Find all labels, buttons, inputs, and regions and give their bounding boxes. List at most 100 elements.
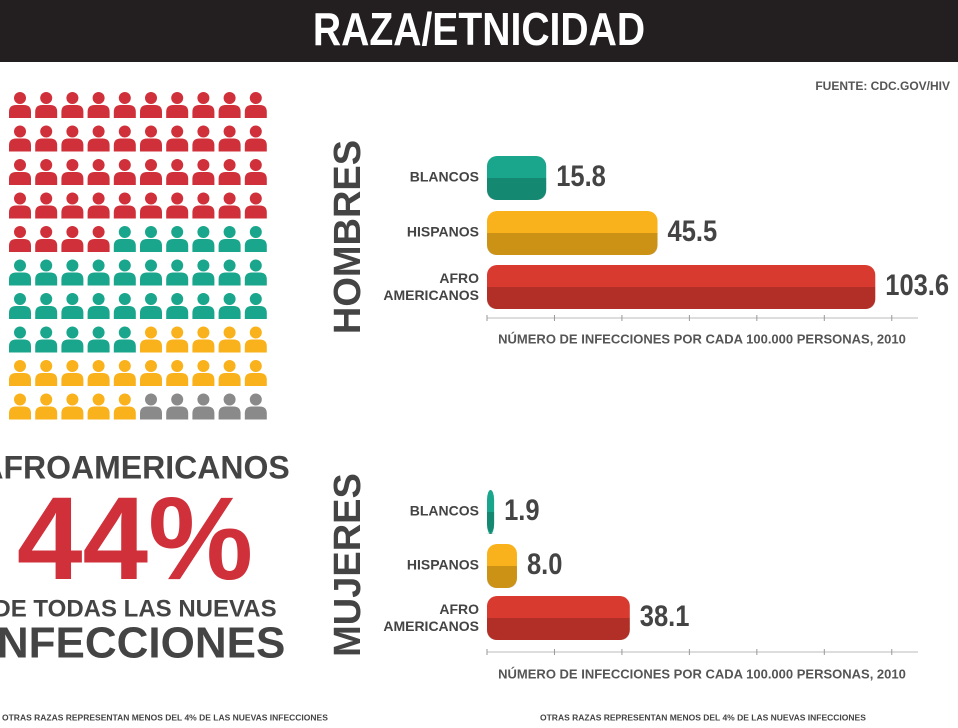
icon-body xyxy=(192,306,215,319)
icon-body xyxy=(9,306,31,319)
icon-head xyxy=(145,125,157,138)
person-icon xyxy=(140,259,162,286)
person-icon xyxy=(166,293,189,319)
icon-head xyxy=(249,293,262,305)
value-label: 1.9 xyxy=(504,493,539,526)
category-label: BLANCOS xyxy=(410,503,479,519)
icon-head xyxy=(14,293,26,305)
icon-body xyxy=(35,373,58,386)
icon-body xyxy=(9,172,31,185)
icon-body xyxy=(35,138,58,152)
icon-head xyxy=(197,192,210,205)
icon-head xyxy=(145,226,157,238)
person-icon xyxy=(140,92,162,118)
person-icon xyxy=(113,326,136,353)
icon-body xyxy=(192,272,215,286)
person-icon xyxy=(113,226,136,252)
icon-head xyxy=(145,259,157,272)
person-icon xyxy=(9,326,31,353)
icon-head xyxy=(92,293,105,305)
person-icon xyxy=(61,92,84,118)
icon-body xyxy=(166,239,189,252)
icon-body xyxy=(35,172,58,185)
icon-body xyxy=(61,138,84,152)
person-icon xyxy=(140,159,162,185)
icon-body xyxy=(140,339,162,353)
chart-title: MUJERES xyxy=(327,473,369,657)
icon-body xyxy=(87,205,110,219)
icon-head xyxy=(118,92,131,104)
icon-body xyxy=(244,138,267,152)
icon-head xyxy=(197,393,210,406)
person-icon xyxy=(35,192,58,219)
icon-head xyxy=(92,125,105,138)
bar-shade xyxy=(487,178,547,200)
person-icon xyxy=(87,259,110,286)
person-icon xyxy=(87,92,110,118)
icon-head xyxy=(171,125,184,138)
person-icon xyxy=(35,259,58,286)
icon-body xyxy=(218,339,241,353)
icon-body xyxy=(166,339,189,353)
person-icon xyxy=(192,159,215,185)
icon-head xyxy=(171,92,184,104)
icon-head xyxy=(171,393,184,406)
icon-body xyxy=(218,239,241,252)
person-icon xyxy=(192,92,215,118)
value-label: 103.6 xyxy=(885,268,949,301)
icon-body xyxy=(192,105,215,118)
person-icon xyxy=(166,326,189,353)
icon-head xyxy=(145,293,157,305)
icon-head xyxy=(223,259,236,272)
person-icon xyxy=(113,159,136,185)
person-icon xyxy=(192,125,215,152)
person-icon xyxy=(218,192,241,219)
icon-head xyxy=(66,226,79,238)
person-icon xyxy=(244,326,267,353)
person-icon xyxy=(87,159,110,185)
icon-head xyxy=(14,192,26,205)
person-icon xyxy=(140,326,162,353)
icon-body xyxy=(192,239,215,252)
icon-head xyxy=(223,360,236,372)
icon-head xyxy=(223,226,236,238)
icon-body xyxy=(113,105,136,118)
icon-head xyxy=(171,159,184,171)
person-icon xyxy=(87,293,110,319)
icon-head xyxy=(118,159,131,171)
person-icon xyxy=(35,326,58,353)
person-icon xyxy=(9,393,31,420)
icon-body xyxy=(87,105,110,118)
icon-head xyxy=(40,226,53,238)
person-icon xyxy=(87,192,110,219)
person-icon xyxy=(113,259,136,286)
bar-fill xyxy=(487,490,495,534)
person-icon xyxy=(166,159,189,185)
icon-body xyxy=(9,239,31,252)
icon-body xyxy=(61,339,84,353)
icon-head xyxy=(92,192,105,205)
icon-body xyxy=(192,406,215,420)
icon-body xyxy=(61,306,84,319)
icon-body xyxy=(140,105,162,118)
icon-head xyxy=(171,326,184,339)
icon-head xyxy=(66,293,79,305)
icon-head xyxy=(14,125,26,138)
icon-body xyxy=(192,138,215,152)
person-icon xyxy=(244,125,267,152)
footnote: OTRAS RAZAS REPRESENTAN MENOS DEL 4% DE … xyxy=(2,712,328,722)
icon-body xyxy=(9,272,31,286)
icon-body xyxy=(9,406,31,420)
person-icon xyxy=(35,393,58,420)
icon-head xyxy=(249,360,262,372)
bar-shade xyxy=(487,566,517,588)
icon-body xyxy=(113,406,136,420)
icon-head xyxy=(145,92,157,104)
person-icon xyxy=(140,125,162,152)
source: FUENTE: CDC.GOV/HIV xyxy=(815,79,950,93)
person-icon xyxy=(113,393,136,420)
person-icon xyxy=(9,259,31,286)
icon-body xyxy=(244,205,267,219)
icon-head xyxy=(14,360,26,372)
